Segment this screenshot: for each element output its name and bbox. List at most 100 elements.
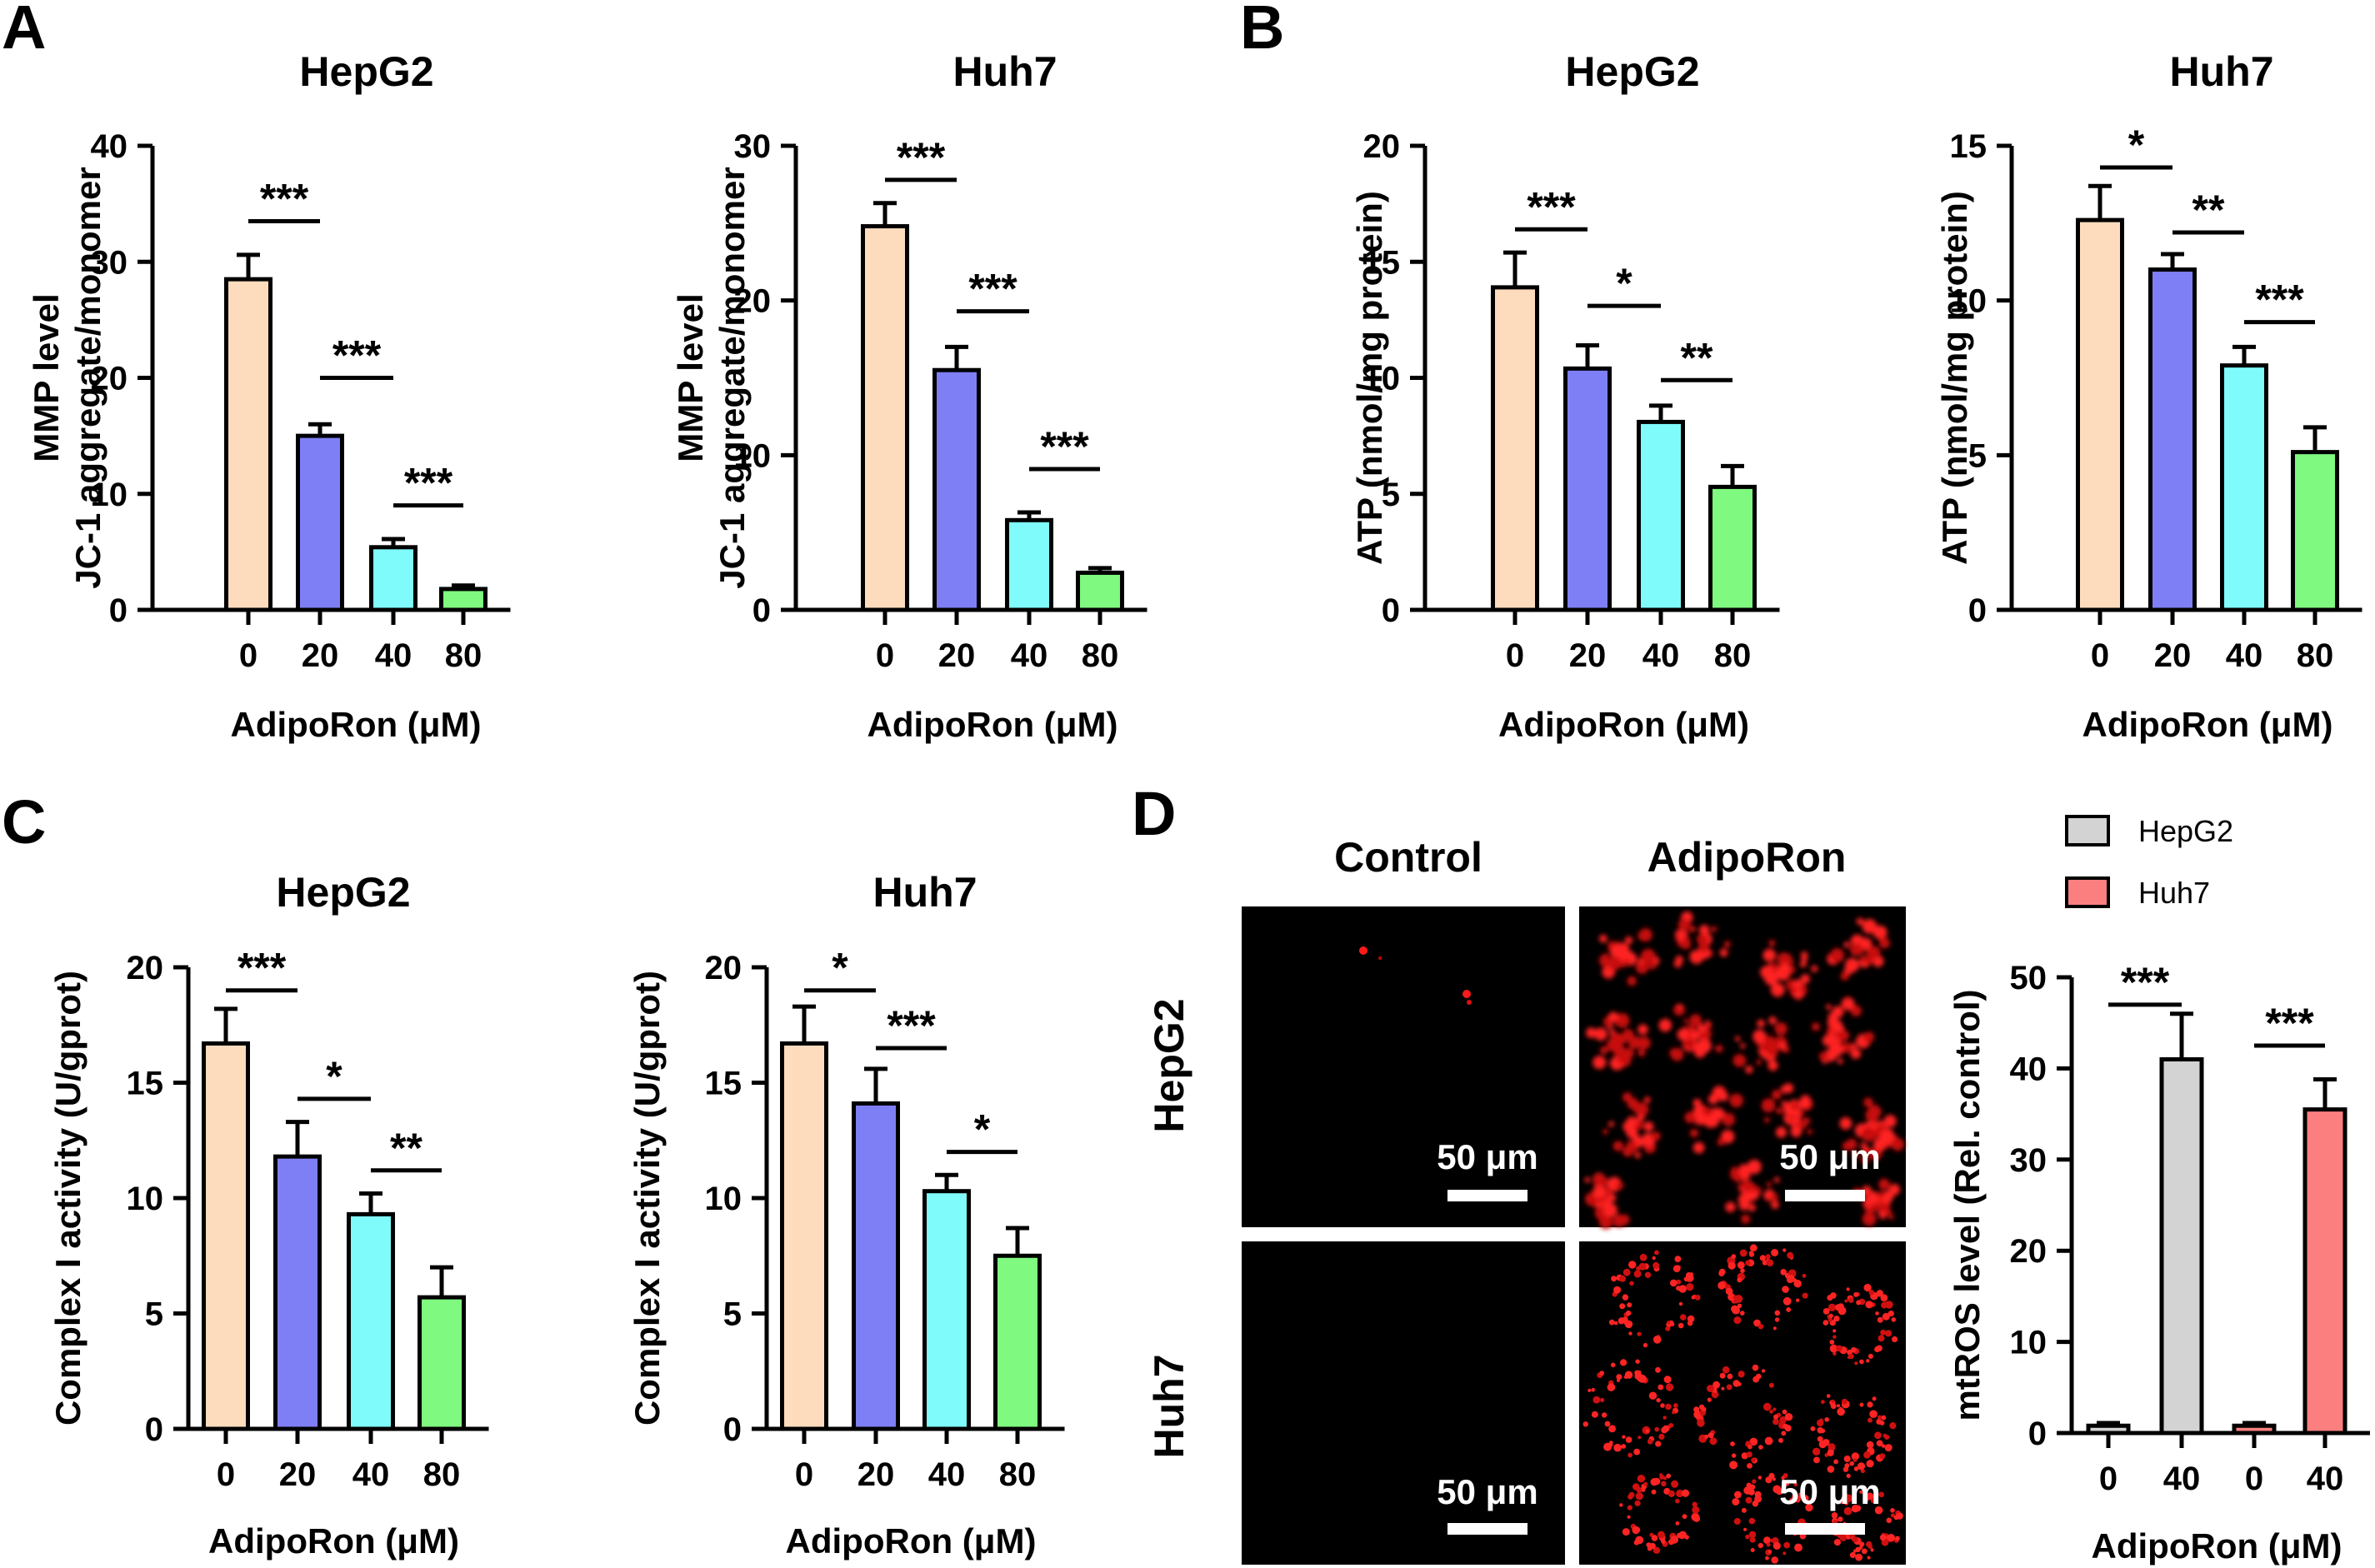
fluorescence-spot (1830, 1403, 1837, 1410)
fluorescence-spot (1868, 1353, 1873, 1359)
y-tick-label: 5 (145, 1296, 163, 1333)
significance-label: * (2128, 122, 2145, 168)
fluorescence-spot (1647, 1439, 1653, 1445)
fluorescence-spot (1586, 1027, 1597, 1038)
fluorescence-spot (1731, 1453, 1737, 1458)
y-tick-label: 10 (91, 477, 128, 513)
fluorescence-spot (1687, 1321, 1693, 1326)
fluorescence-spot (1857, 1462, 1866, 1471)
fluorescence-spot (1740, 1043, 1746, 1049)
fluorescence-spot (1739, 1249, 1748, 1257)
legend-label: Huh7 (2138, 876, 2210, 910)
fluorescence-spot (1748, 1517, 1756, 1525)
bar (347, 1211, 395, 1431)
fluorescence-spot (1807, 1128, 1813, 1135)
x-tick-label: 0 (1506, 637, 1524, 674)
fluorescence-spot (1802, 1273, 1807, 1278)
fluorescence-spot (1861, 1126, 1877, 1142)
fluorescence-spot (1768, 1550, 1772, 1554)
fluorescence-spot (1833, 1316, 1840, 1322)
y-axis-label: ATP (nmol/mg protein) (1935, 191, 1974, 565)
fluorescence-spot (1829, 1340, 1835, 1345)
fluorescence-spot (1652, 1256, 1656, 1261)
fluorescence-spot (1721, 1130, 1735, 1144)
y-tick-label: 30 (2010, 1142, 2048, 1179)
fluorescence-spot (1648, 961, 1658, 970)
fluorescence-spot (1692, 1098, 1702, 1107)
fluorescence-spot (1859, 1490, 1863, 1494)
fluorescence-spot (1634, 1500, 1641, 1506)
fluorescence-spot (1769, 1409, 1774, 1414)
x-tick-label: 80 (1082, 637, 1119, 674)
fluorescence-spot (1791, 1102, 1799, 1110)
fluorescence-spot (1792, 979, 1802, 989)
x-tick-label: 0 (239, 637, 258, 674)
fluorescence-spot (1748, 1531, 1757, 1539)
fluorescence-spot (1862, 919, 1878, 934)
fluorescence-spot (1697, 1419, 1705, 1427)
fluorescence-spot (1884, 1330, 1892, 1337)
fluorescence-spot (1839, 1534, 1847, 1541)
fluorescence-spot (1884, 1444, 1892, 1452)
fluorescence-spot (1856, 917, 1864, 926)
fluorescence-spot (1697, 1023, 1707, 1033)
fluorescence-spot (1895, 1536, 1900, 1541)
fluorescence-spot (1727, 1373, 1733, 1380)
fluorescence-spot (1678, 918, 1690, 931)
x-axis-label: AdipoRon (μM) (231, 705, 482, 744)
y-tick-label: 0 (1382, 592, 1400, 629)
bar (993, 1253, 1042, 1431)
fluorescence-spot (1689, 1128, 1699, 1138)
fluorescence-spot (1617, 1378, 1620, 1382)
scale-bar (1448, 1190, 1528, 1201)
fluorescence-spot (1852, 1151, 1859, 1158)
micrograph-col-adiporon: AdipoRon (1648, 834, 1847, 881)
fluorescence-spot (1719, 948, 1728, 957)
fluorescence-spot (1862, 1197, 1873, 1208)
fluorescence-spot (1849, 1461, 1854, 1466)
fluorescence-spot (1851, 1043, 1857, 1049)
fluorescence-spot (1712, 1107, 1725, 1120)
y-axis-label: ATP (nmol/mg protein) (1350, 191, 1389, 565)
fluorescence-spot (1766, 1181, 1772, 1187)
fluorescence-spot (1668, 1490, 1674, 1497)
fluorescence-spot (1773, 1176, 1780, 1183)
bar (1637, 419, 1685, 612)
fluorescence-spot (1778, 1437, 1783, 1443)
fluorescence-spot (1872, 925, 1888, 940)
fluorescence-spot (1859, 1359, 1864, 1365)
significance-label: *** (897, 134, 946, 181)
fluorescence-spot (1791, 1493, 1799, 1501)
fluorescence-spot (1768, 940, 1776, 946)
fluorescence-spot (1848, 1353, 1854, 1360)
fluorescence-spot (1752, 1364, 1759, 1371)
fluorescence-spot (1867, 1556, 1871, 1560)
fluorescence-spot (1867, 946, 1881, 960)
fluorescence-spot (1827, 1449, 1834, 1456)
chart-title: Huh7 (2170, 48, 2274, 95)
fluorescence-spot (1868, 1112, 1878, 1123)
fluorescence-spot (1675, 1521, 1680, 1526)
fluorescence-spot (1850, 1005, 1862, 1017)
fluorescence-spot (1876, 1440, 1883, 1447)
fluorescence-spot (1812, 1447, 1821, 1456)
fluorescence-spot (1779, 1416, 1787, 1424)
fluorescence-spot (1650, 1478, 1658, 1486)
fluorescence-spot (1608, 1319, 1615, 1326)
fluorescence-spot (1871, 1195, 1879, 1204)
fluorescence-spot (1738, 1371, 1745, 1378)
fluorescence-spot (1613, 1286, 1622, 1294)
fluorescence-spot (1866, 1441, 1874, 1449)
fluorescence-spot (1841, 1042, 1852, 1053)
fluorescence-spot (1592, 1056, 1607, 1070)
fluorescence-spot (1771, 1193, 1778, 1201)
fluorescence-spot (1771, 1201, 1779, 1209)
fluorescence-spot (1793, 990, 1804, 1000)
fluorescence-spot (1718, 1271, 1725, 1276)
fluorescence-spot (1832, 1335, 1837, 1339)
fluorescence-spot (1601, 1412, 1608, 1418)
fluorescence-spot (1780, 1269, 1787, 1276)
fluorescence-spot (1608, 1425, 1616, 1433)
bar (2291, 450, 2339, 612)
y-tick-label: 20 (127, 950, 164, 986)
